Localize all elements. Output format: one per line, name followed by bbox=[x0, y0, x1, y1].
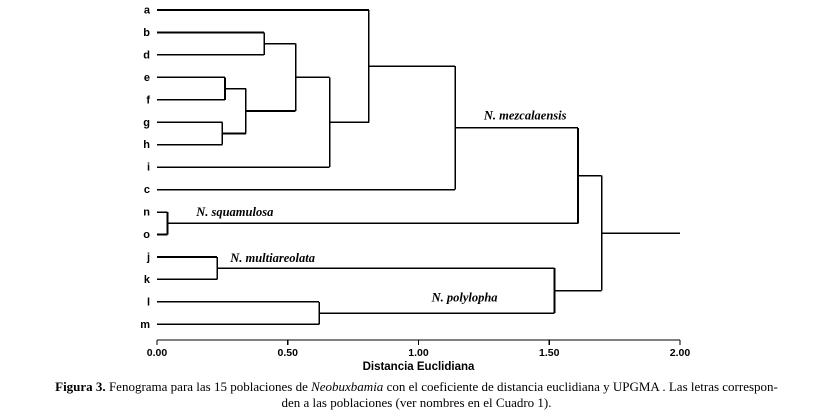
cluster-label-1: N. squamulosa bbox=[195, 205, 273, 219]
leaf-label-e: e bbox=[144, 72, 150, 84]
cluster-label-0: N. mezcalaensis bbox=[483, 109, 567, 123]
caption-figure-label: Figura 3. bbox=[55, 379, 106, 394]
caption-genus-italic: Neobuxbamia bbox=[311, 379, 384, 394]
x-tick-label-1.50: 1.50 bbox=[539, 347, 560, 359]
x-tick-label-2.00: 2.00 bbox=[670, 347, 691, 359]
leaf-label-a: a bbox=[144, 5, 151, 17]
leaf-label-d: d bbox=[143, 49, 150, 61]
leaf-label-j: j bbox=[146, 251, 150, 263]
leaf-label-f: f bbox=[146, 94, 150, 106]
leaf-label-m: m bbox=[140, 319, 150, 331]
caption-text-2: con el coeficiente de distancia euclidia… bbox=[383, 379, 778, 394]
leaf-label-b: b bbox=[143, 27, 150, 39]
leaf-label-n: n bbox=[143, 207, 150, 219]
figure-caption: Figura 3. Fenograma para las 15 poblacio… bbox=[0, 379, 833, 411]
caption-line-2: den a las poblaciones (ver nombres en el… bbox=[281, 395, 552, 410]
x-axis-title: Distancia Euclidiana bbox=[363, 361, 475, 373]
x-tick-label-0.50: 0.50 bbox=[278, 347, 299, 359]
leaf-label-i: i bbox=[147, 162, 150, 174]
caption-text-1: Fenograma para las 15 poblaciones de bbox=[105, 379, 312, 394]
leaf-label-c: c bbox=[144, 184, 150, 196]
x-tick-label-0.00: 0.00 bbox=[147, 347, 168, 359]
leaf-label-k: k bbox=[144, 274, 151, 286]
leaf-label-g: g bbox=[143, 117, 150, 129]
cluster-label-3: N. polylopha bbox=[431, 290, 498, 304]
cluster-label-2: N. multiareolata bbox=[229, 251, 315, 265]
x-tick-label-1.00: 1.00 bbox=[408, 347, 429, 359]
leaf-label-l: l bbox=[147, 296, 150, 308]
leaf-label-h: h bbox=[143, 139, 150, 151]
leaf-label-o: o bbox=[143, 229, 150, 241]
caption-line-1: Figura 3. Fenograma para las 15 poblacio… bbox=[0, 379, 833, 395]
